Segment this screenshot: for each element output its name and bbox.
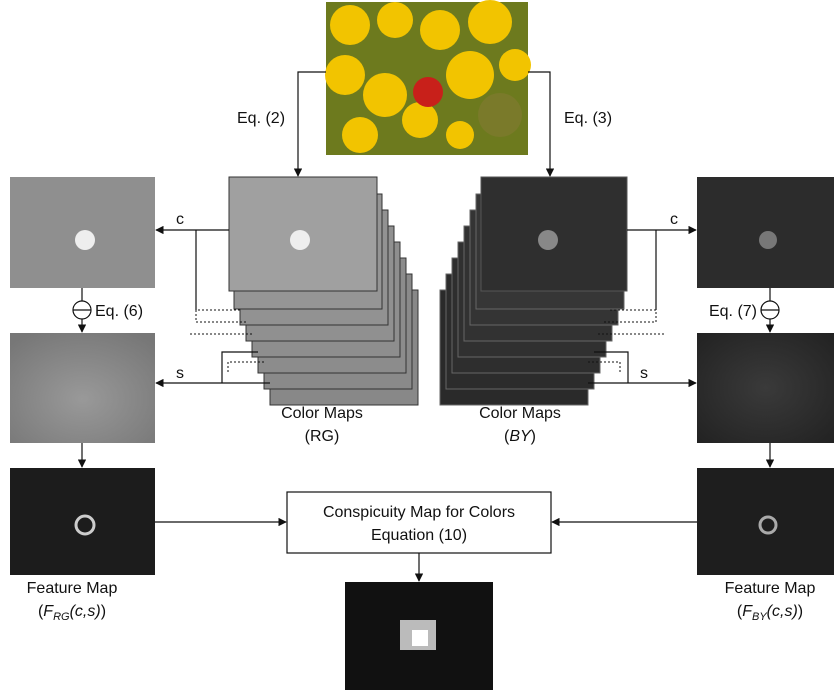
caption: (FBY(c,s)) xyxy=(737,603,803,623)
rg-stack xyxy=(229,177,418,405)
caption: (BY) xyxy=(504,428,536,445)
scale-label: s xyxy=(176,365,184,382)
caption: Color Maps xyxy=(479,405,561,422)
eq-label: Eq. (2) xyxy=(237,110,285,127)
by-stack xyxy=(440,177,627,405)
eq-label: Eq. (7) xyxy=(709,303,757,320)
box-text: Conspicuity Map for Colors xyxy=(323,504,515,521)
box-text: Equation (10) xyxy=(371,527,467,544)
scale-label: c xyxy=(670,211,678,228)
side-images xyxy=(10,177,834,690)
eq-label: Eq. (3) xyxy=(564,110,612,127)
diagram: Eq. (2) Eq. (3) Eq. (6) Eq. (7) c c s s … xyxy=(0,0,834,693)
caption: (RG) xyxy=(305,428,340,445)
caption: Feature Map xyxy=(725,580,816,597)
scale-label: c xyxy=(176,211,184,228)
caption: Color Maps xyxy=(281,405,363,422)
caption: (FRG(c,s)) xyxy=(38,603,106,623)
input-image xyxy=(325,0,531,155)
eq-label: Eq. (6) xyxy=(95,303,143,320)
caption: Feature Map xyxy=(27,580,118,597)
scale-label: s xyxy=(640,365,648,382)
